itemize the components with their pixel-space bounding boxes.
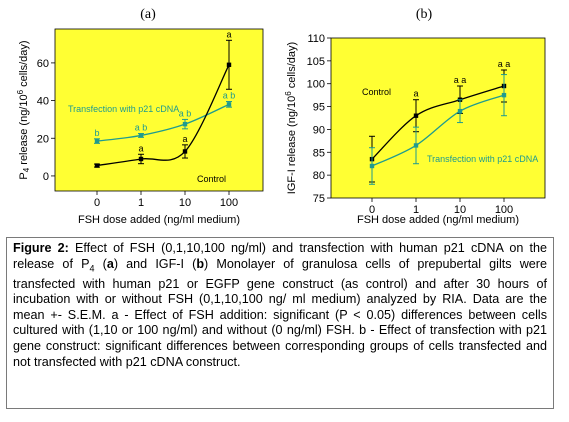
panel-b-label: (b)	[416, 7, 433, 22]
panel-a-label: (a)	[140, 7, 156, 22]
significance-label: a	[226, 29, 231, 39]
panel-b-x-axis: 0 1 10 100	[369, 198, 513, 216]
significance-label: a a	[454, 75, 467, 85]
panel-b-plot-area	[330, 37, 546, 199]
y-tick-label: 110	[307, 33, 325, 45]
significance-label: a	[413, 89, 418, 99]
y-tick-label: 100	[307, 79, 325, 91]
series-line-1	[371, 94, 505, 167]
panel-b-series: a a a a a	[369, 59, 511, 185]
x-tick-label: 10	[454, 204, 466, 216]
panel-a-y-axis: 0 20 40 60	[37, 58, 55, 183]
panel-a-chart: (a) 0 20 40 60 0 1 10 100 P4 release (ng/106 c…	[16, 7, 264, 226]
x-tick-label: 0	[369, 204, 375, 216]
panel-b-ylabel: IGF-I release (ng/106 cells/day)	[284, 42, 298, 194]
data-point	[226, 62, 232, 67]
x-tick-label: 1	[413, 204, 419, 216]
panel-b-legend-control: Control	[362, 87, 391, 97]
significance-label: a b	[179, 108, 192, 118]
data-point	[501, 92, 507, 98]
significance-label: a	[182, 134, 187, 144]
panel-b-xlabel: FSH dose added (ng/ml medium)	[357, 214, 519, 226]
significance-label: a b	[223, 91, 236, 101]
y-tick-label: 20	[37, 133, 49, 145]
caption-bold-b: b	[196, 256, 205, 271]
y-tick-label: 105	[307, 56, 325, 68]
y-tick-label: 95	[313, 102, 325, 114]
data-point	[413, 143, 419, 148]
data-point	[413, 113, 419, 118]
panel-a-series: b a b a b a b a a a	[94, 29, 236, 168]
caption-text-4: ) Monolayer of granulosa cells of prepub…	[13, 256, 547, 369]
y-tick-label: 0	[43, 171, 49, 183]
data-point	[138, 156, 144, 162]
data-point	[138, 133, 144, 138]
data-point	[226, 102, 232, 107]
caption-label: Figure 2:	[13, 241, 69, 255]
caption-sub: 4	[89, 263, 95, 274]
caption-bold-a: a	[106, 256, 114, 271]
series-line-1	[96, 64, 230, 167]
y-tick-label: 40	[37, 96, 49, 108]
data-point	[94, 163, 100, 168]
significance-label: a	[138, 143, 143, 153]
y-tick-label: 85	[313, 147, 325, 159]
x-tick-label: 100	[495, 204, 513, 216]
panel-a-x-axis: 0 1 10 100	[94, 191, 238, 209]
x-tick-label: 100	[220, 197, 238, 209]
y-tick-label: 75	[313, 193, 325, 205]
x-tick-label: 0	[94, 197, 100, 209]
data-point	[182, 121, 188, 127]
y-tick-label: 90	[313, 124, 325, 136]
panel-a-ylabel: P4 release (ng/106 cells/day)	[16, 40, 31, 179]
panel-b-y-axis: 75 80 85 90 95 100 105 110	[307, 33, 331, 205]
x-tick-label: 1	[138, 197, 144, 209]
significance-label: a a	[498, 59, 511, 69]
x-tick-label: 10	[179, 197, 191, 209]
series-line-0	[371, 85, 505, 160]
significance-label: b	[94, 128, 99, 138]
panel-a-xlabel: FSH dose added (ng/ml medium)	[78, 214, 240, 226]
data-point	[182, 149, 188, 154]
panel-a-plot-area	[54, 28, 264, 192]
caption-text-3: ) and IGF-I (	[113, 256, 197, 271]
data-point	[94, 138, 100, 144]
panel-a-legend-p21: Transfection with p21 cDNA	[68, 104, 179, 114]
data-point	[369, 163, 375, 169]
caption-text-2: (	[94, 256, 107, 271]
significance-label: a b	[135, 123, 148, 133]
figure-caption: Figure 2: Effect of FSH (0,1,10,100 ng/m…	[6, 237, 554, 409]
y-tick-label: 80	[313, 170, 325, 182]
caption-text-1: Effect of FSH (0,1,10,100 ng/ml) and tra…	[13, 241, 547, 271]
panel-b-legend-p21: Transfection with p21 cDNA	[427, 154, 538, 164]
panel-a-legend-control: Control	[197, 174, 226, 184]
series-line-0	[96, 103, 230, 142]
data-point	[457, 108, 463, 114]
y-tick-label: 60	[37, 58, 49, 70]
